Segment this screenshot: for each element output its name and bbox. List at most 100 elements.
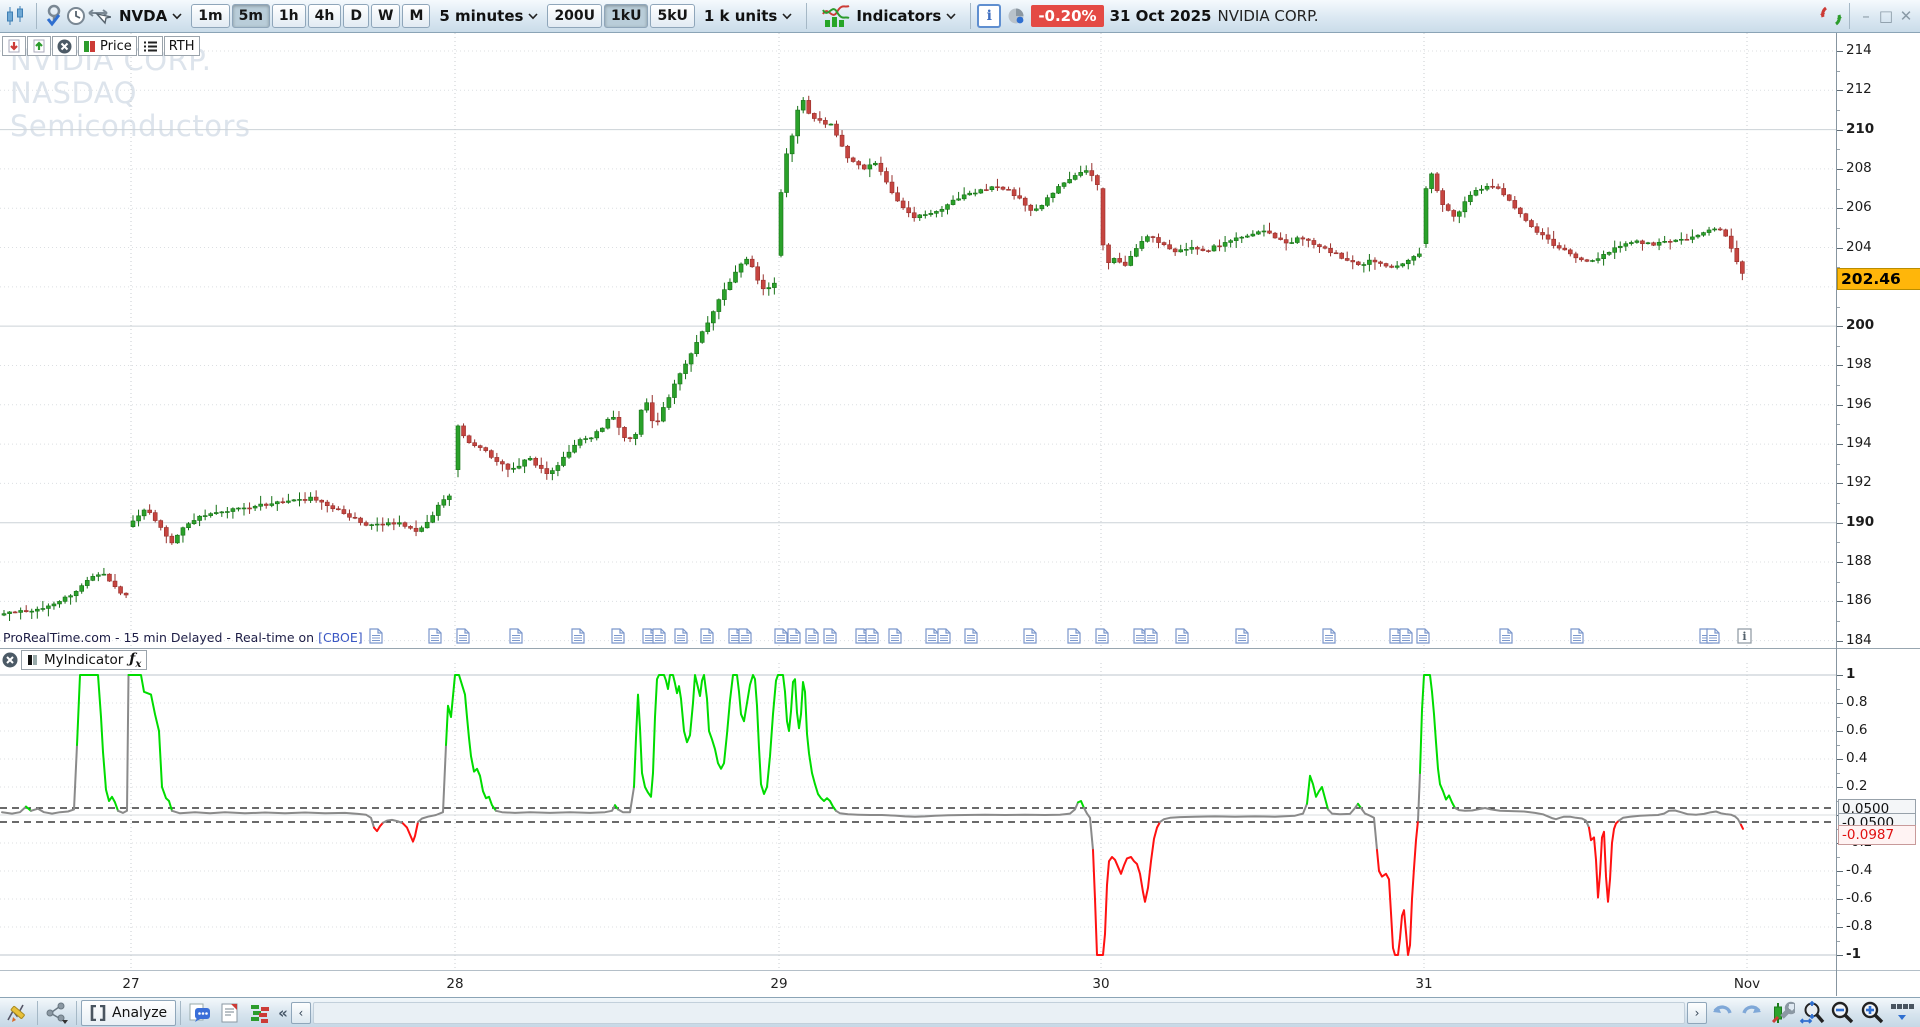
close-indicator-button[interactable] <box>2 652 18 668</box>
timeframe-button-w[interactable]: W <box>370 4 401 28</box>
draw-tools-button[interactable] <box>5 1001 31 1025</box>
zoom-out-icon[interactable] <box>1829 1001 1855 1025</box>
rth-button[interactable]: RTH <box>163 36 200 56</box>
timeframe-button-d[interactable]: D <box>343 4 369 28</box>
indicators-dropdown[interactable]: Indicators <box>821 4 956 28</box>
share-button[interactable] <box>44 1001 70 1025</box>
units-dropdown-label: 1 k units <box>703 7 778 25</box>
note-icon[interactable] <box>1399 628 1413 644</box>
magnet-tool-icon[interactable] <box>43 4 65 28</box>
price-legend-button[interactable]: Price <box>78 36 137 56</box>
note-icon[interactable] <box>1322 628 1336 644</box>
notes-button[interactable] <box>217 1001 243 1025</box>
note-icon[interactable] <box>888 628 902 644</box>
note-icon[interactable] <box>1706 628 1720 644</box>
cursor-tool-icon[interactable] <box>87 5 111 27</box>
timeframe-button-1m[interactable]: 1m <box>191 4 230 28</box>
note-icon[interactable] <box>925 628 939 644</box>
note-icon[interactable] <box>1499 628 1513 644</box>
chart-scrollbar-track[interactable] <box>312 1001 1685 1024</box>
axis-tick <box>1837 913 1840 914</box>
note-icon[interactable] <box>611 628 625 644</box>
columns-settings-icon[interactable] <box>1889 1001 1915 1025</box>
note-icon[interactable] <box>1235 628 1249 644</box>
list-settings-button[interactable] <box>137 36 163 56</box>
info-icon[interactable]: i <box>1737 628 1752 644</box>
date-label-30: 30 <box>1092 976 1110 992</box>
note-icon[interactable] <box>1023 628 1037 644</box>
close-price-pane-button[interactable] <box>52 36 77 56</box>
pane-separator[interactable] <box>0 648 1920 649</box>
compare-button[interactable] <box>247 1001 273 1025</box>
axis-tick <box>1837 109 1840 111</box>
unit-button-5ku[interactable]: 5kU <box>650 4 695 28</box>
close-button[interactable]: ✕ <box>1899 7 1913 25</box>
axis-tick <box>1837 188 1840 190</box>
indicator-legend-button[interactable]: MyIndicator ƒx <box>21 650 148 670</box>
timeframe-button-m[interactable]: M <box>402 4 431 28</box>
note-icon[interactable] <box>456 628 470 644</box>
timeframe-button-1h[interactable]: 1h <box>271 4 306 28</box>
note-icon[interactable] <box>823 628 837 644</box>
note-icon[interactable] <box>1570 628 1584 644</box>
note-icon[interactable] <box>1389 628 1403 644</box>
note-icon[interactable] <box>964 628 978 644</box>
note-icon[interactable] <box>1067 628 1081 644</box>
note-icon[interactable] <box>1144 628 1158 644</box>
note-icon[interactable] <box>1416 628 1430 644</box>
maximize-button[interactable]: □ <box>1878 7 1894 25</box>
export-up-button[interactable] <box>27 36 51 56</box>
chevron-down-icon <box>782 12 792 19</box>
timeframe-button-5m[interactable]: 5m <box>231 4 270 28</box>
chart-settings-icon[interactable] <box>1769 1001 1795 1025</box>
zoom-in-icon[interactable] <box>1859 1001 1885 1025</box>
redo-icon[interactable] <box>1739 1001 1765 1025</box>
scroll-left-button[interactable]: ‹ <box>290 1001 311 1024</box>
symbol-dropdown[interactable]: NVDA <box>119 7 182 25</box>
note-icon[interactable] <box>369 628 383 644</box>
minimize-button[interactable]: – <box>1862 7 1870 25</box>
note-icon[interactable] <box>1133 628 1147 644</box>
note-icon[interactable] <box>774 628 788 644</box>
info-button[interactable]: i <box>977 4 1002 28</box>
timeframe-button-4h[interactable]: 4h <box>307 4 342 28</box>
note-icon[interactable] <box>937 628 951 644</box>
date-axis[interactable]: 27 28 29 30 31 Nov <box>0 970 1920 998</box>
note-icon[interactable] <box>805 628 819 644</box>
note-icon[interactable] <box>428 628 442 644</box>
note-icon[interactable] <box>571 628 585 644</box>
chat-button[interactable] <box>187 1001 213 1025</box>
axis-label: -0.8 <box>1846 918 1873 934</box>
note-icon[interactable] <box>855 628 869 644</box>
cboe-link[interactable]: [CBOE] <box>318 630 363 645</box>
note-icon[interactable] <box>652 628 666 644</box>
export-down-button[interactable] <box>2 36 26 56</box>
note-icon[interactable] <box>674 628 688 644</box>
function-icon[interactable]: ƒx <box>129 650 142 670</box>
note-icon[interactable] <box>1095 628 1109 644</box>
axis-separator <box>1836 33 1837 996</box>
indicator-canvas[interactable] <box>0 663 1836 970</box>
collapse-toolbar-button[interactable]: « <box>278 1003 288 1022</box>
session-pie-icon[interactable] <box>1007 7 1025 25</box>
zoom-fit-icon[interactable] <box>1799 1000 1825 1025</box>
note-icon[interactable] <box>1175 628 1189 644</box>
note-icon[interactable] <box>738 628 752 644</box>
clock-tool-icon[interactable] <box>65 5 87 27</box>
scroll-right-button[interactable]: › <box>1687 1001 1707 1024</box>
note-icon[interactable] <box>865 628 879 644</box>
unit-button-1ku[interactable]: 1kU <box>604 4 649 28</box>
units-dropdown[interactable]: 1 k units <box>704 7 792 25</box>
analyze-button[interactable]: Analyze <box>81 999 177 1026</box>
note-icon[interactable] <box>787 628 801 644</box>
timeframe-dropdown[interactable]: 5 minutes <box>439 7 539 25</box>
price-chart-canvas[interactable]: i <box>0 33 1836 649</box>
date-label-28: 28 <box>446 976 464 992</box>
indicator-axis[interactable]: -1-0.8-0.6-0.4-0.20.20.40.60.810.0500-0.… <box>1837 663 1920 970</box>
undo-icon[interactable] <box>1709 1001 1735 1025</box>
refresh-icon[interactable] <box>1819 4 1843 28</box>
note-icon[interactable] <box>509 628 523 644</box>
price-axis[interactable]: 1841861881901921941961982002022042062082… <box>1837 33 1920 649</box>
unit-button-200u[interactable]: 200U <box>547 4 603 28</box>
note-icon[interactable] <box>700 628 714 644</box>
